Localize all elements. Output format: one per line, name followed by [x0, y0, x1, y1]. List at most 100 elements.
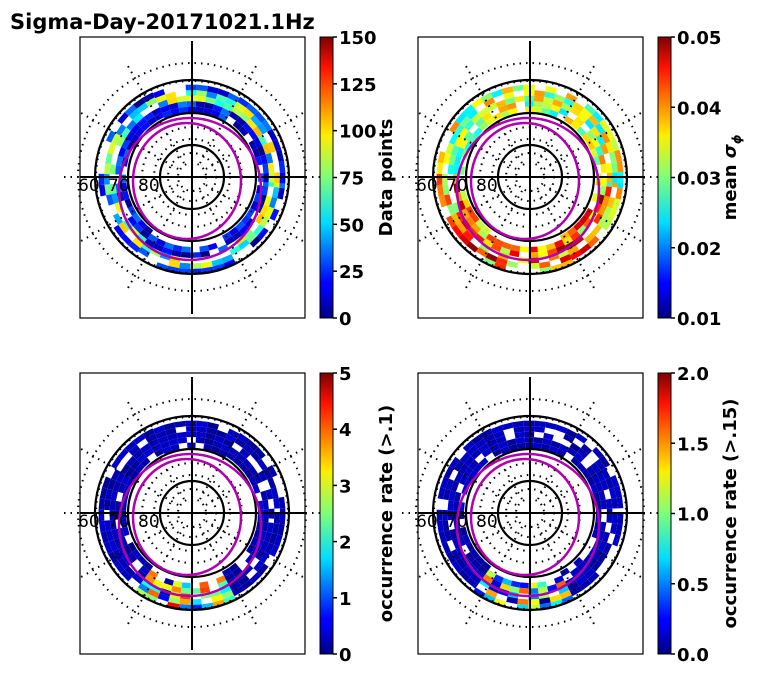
data-cell [139, 565, 150, 576]
data-cell [262, 163, 269, 174]
data-cell [270, 487, 279, 499]
data-cell [443, 466, 454, 479]
data-cell [238, 575, 250, 586]
data-cell [112, 213, 123, 225]
data-cell [545, 85, 558, 94]
data-cell [553, 575, 565, 584]
colorbar-tick-label: 5 [339, 364, 352, 385]
data-cell [262, 499, 269, 510]
colorbar-tick-label: 25 [339, 262, 364, 283]
data-cell [559, 254, 572, 264]
data-cell [574, 452, 585, 463]
data-cell [264, 542, 275, 555]
data-cell [159, 104, 171, 114]
data-cell [590, 126, 601, 138]
data-cell [466, 577, 479, 589]
data-cell [481, 225, 492, 235]
data-cell [244, 468, 254, 480]
data-cell [250, 450, 262, 463]
data-cell [112, 549, 123, 561]
data-cell [456, 557, 467, 570]
data-cell [241, 579, 254, 591]
data-cell [577, 111, 589, 123]
data-cell [133, 222, 144, 234]
data-cell [519, 582, 529, 589]
data-cell [600, 467, 611, 480]
data-cell [436, 520, 444, 533]
data-cell [170, 107, 180, 116]
data-cell [267, 477, 277, 489]
data-cell [239, 447, 251, 459]
data-cell [499, 583, 511, 592]
data-cell [537, 581, 547, 589]
data-cell [596, 134, 606, 146]
colorbar-tick-label: 0.05 [677, 28, 721, 49]
data-cell [225, 451, 237, 461]
data-cell [493, 238, 504, 248]
data-cell [605, 162, 613, 173]
data-cell [608, 151, 617, 163]
data-cell [569, 249, 583, 261]
data-cell [506, 438, 517, 446]
data-cell [450, 144, 460, 156]
data-cell [506, 596, 518, 605]
data-cell [220, 107, 232, 117]
colorbar-tick-label: 3 [339, 476, 352, 497]
data-cell [142, 428, 155, 439]
data-cell [472, 463, 483, 474]
data-cell [563, 97, 575, 108]
data-cell [477, 229, 488, 240]
data-cell [155, 94, 167, 104]
data-cell [105, 194, 114, 206]
data-cell [616, 496, 624, 509]
data-cell [207, 85, 220, 94]
data-cell [126, 119, 137, 131]
data-cell [542, 438, 553, 446]
data-cell [591, 224, 603, 236]
data-cell [154, 112, 165, 122]
data-cell [236, 452, 247, 463]
data-cell [591, 473, 601, 484]
data-cell [217, 580, 229, 590]
data-cell [458, 569, 470, 582]
data-cell [495, 99, 507, 109]
data-cell [180, 587, 191, 594]
data-cell [110, 490, 118, 501]
data-cell [178, 106, 188, 114]
data-cell [485, 569, 497, 580]
data-cell [490, 243, 502, 253]
data-cell [588, 114, 600, 127]
data-cell [557, 585, 570, 595]
data-cell [136, 453, 148, 464]
data-cell [148, 438, 160, 448]
radial-label: 80 [138, 176, 160, 196]
data-cell [255, 213, 265, 225]
data-cell [143, 561, 154, 571]
data-cell [147, 116, 158, 126]
data-cell [490, 579, 502, 589]
data-cell [161, 247, 173, 256]
radial-label: 80 [476, 512, 498, 532]
data-cell [455, 146, 465, 158]
data-cell [195, 431, 207, 439]
data-cell [451, 202, 461, 214]
data-cell [506, 260, 518, 269]
data-cell [534, 426, 546, 433]
data-cell [207, 242, 218, 251]
data-cell [252, 483, 261, 494]
data-cell [610, 474, 620, 488]
data-cell [170, 443, 180, 452]
data-cell [576, 126, 587, 137]
colorbar-tick-label: 150 [339, 28, 377, 49]
data-cell [605, 141, 615, 153]
data-cell [205, 432, 216, 441]
data-cell [605, 477, 615, 489]
data-cell [537, 586, 549, 594]
colorbar-tick-label: 75 [339, 169, 364, 190]
data-cell [449, 456, 460, 469]
data-cell [592, 446, 604, 459]
data-cell [550, 440, 561, 449]
data-cell [458, 463, 469, 475]
data-cell [582, 132, 592, 144]
data-cell [207, 421, 220, 430]
